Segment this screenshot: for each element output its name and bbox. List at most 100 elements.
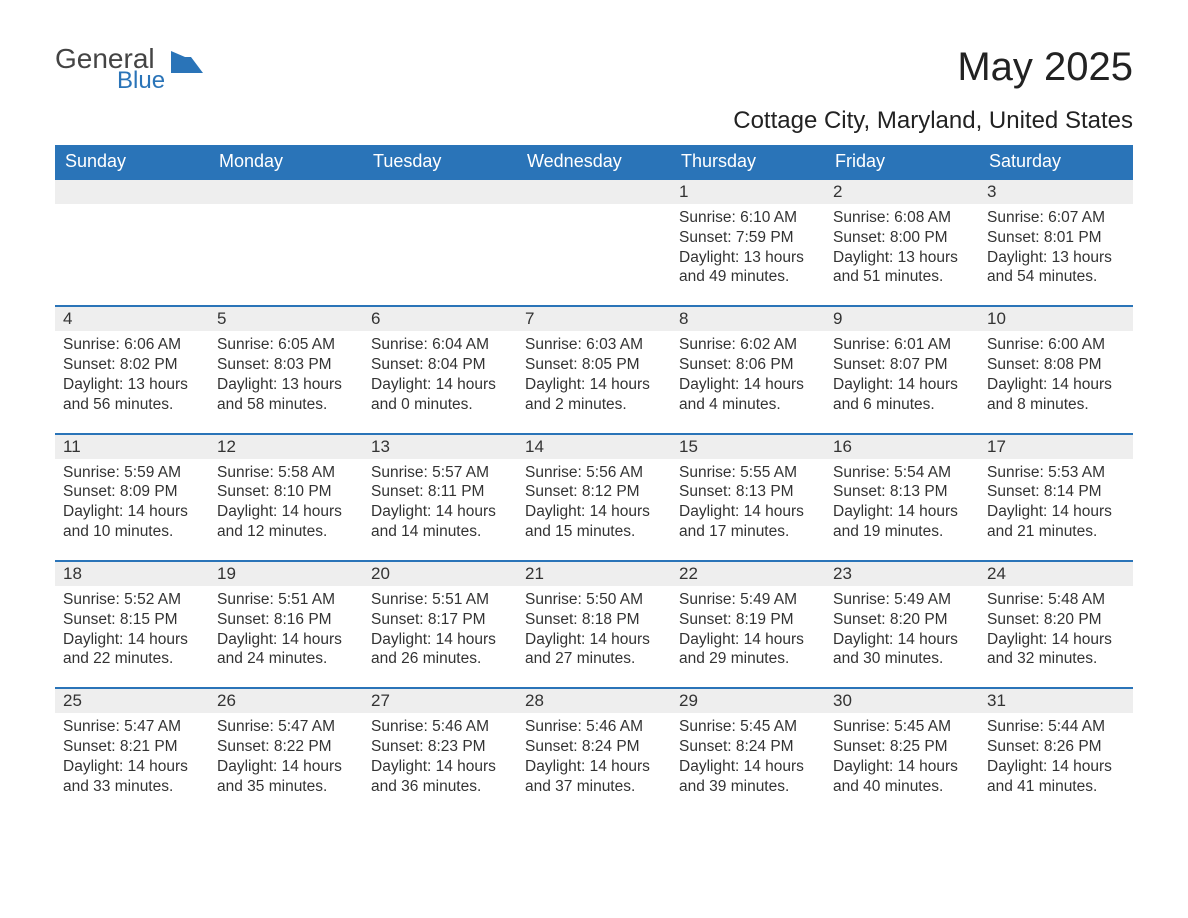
daylight-line-1: Daylight: 14 hours [371,757,509,777]
sunset-line: Sunset: 8:06 PM [679,355,817,375]
weekday-header: Monday [209,145,363,179]
sunset-line: Sunset: 7:59 PM [679,228,817,248]
day-number: 10 [979,306,1133,331]
day-cell: Sunrise: 6:06 AMSunset: 8:02 PMDaylight:… [55,331,209,433]
sunset-line: Sunset: 8:07 PM [833,355,971,375]
sunrise-line: Sunrise: 6:05 AM [217,335,355,355]
sunrise-line: Sunrise: 5:47 AM [63,717,201,737]
sunrise-line: Sunrise: 5:51 AM [371,590,509,610]
day-cell: Sunrise: 5:46 AMSunset: 8:24 PMDaylight:… [517,713,671,814]
day-cell: Sunrise: 5:54 AMSunset: 8:13 PMDaylight:… [825,459,979,561]
weekday-header: Sunday [55,145,209,179]
sunrise-line: Sunrise: 5:44 AM [987,717,1125,737]
sunrise-line: Sunrise: 5:45 AM [833,717,971,737]
sunrise-line: Sunrise: 5:49 AM [679,590,817,610]
daylight-line-1: Daylight: 14 hours [525,630,663,650]
daylight-line-2: and 8 minutes. [987,395,1125,415]
empty-cell [55,204,209,306]
day-cell: Sunrise: 6:04 AMSunset: 8:04 PMDaylight:… [363,331,517,433]
daylight-line-2: and 17 minutes. [679,522,817,542]
sunset-line: Sunset: 8:00 PM [833,228,971,248]
sunrise-line: Sunrise: 5:58 AM [217,463,355,483]
day-cell: Sunrise: 6:01 AMSunset: 8:07 PMDaylight:… [825,331,979,433]
sunrise-line: Sunrise: 6:03 AM [525,335,663,355]
daylight-line-2: and 30 minutes. [833,649,971,669]
sunset-line: Sunset: 8:18 PM [525,610,663,630]
day-number: 3 [979,179,1133,204]
daylight-line-1: Daylight: 13 hours [987,248,1125,268]
day-number: 24 [979,561,1133,586]
daylight-line-2: and 51 minutes. [833,267,971,287]
day-cell: Sunrise: 5:59 AMSunset: 8:09 PMDaylight:… [55,459,209,561]
daylight-line-2: and 27 minutes. [525,649,663,669]
day-number: 30 [825,688,979,713]
daylight-line-1: Daylight: 13 hours [679,248,817,268]
sunset-line: Sunset: 8:24 PM [525,737,663,757]
day-cell: Sunrise: 6:02 AMSunset: 8:06 PMDaylight:… [671,331,825,433]
day-number: 11 [55,434,209,459]
sunset-line: Sunset: 8:26 PM [987,737,1125,757]
daylight-line-2: and 35 minutes. [217,777,355,797]
sunrise-line: Sunrise: 6:02 AM [679,335,817,355]
day-cell: Sunrise: 5:57 AMSunset: 8:11 PMDaylight:… [363,459,517,561]
sunset-line: Sunset: 8:16 PM [217,610,355,630]
empty-cell [517,179,671,204]
daylight-line-2: and 4 minutes. [679,395,817,415]
day-cell: Sunrise: 5:44 AMSunset: 8:26 PMDaylight:… [979,713,1133,814]
day-cell: Sunrise: 6:07 AMSunset: 8:01 PMDaylight:… [979,204,1133,306]
day-number: 16 [825,434,979,459]
weekday-header: Wednesday [517,145,671,179]
empty-cell [517,204,671,306]
day-cell: Sunrise: 5:58 AMSunset: 8:10 PMDaylight:… [209,459,363,561]
sunrise-line: Sunrise: 5:45 AM [679,717,817,737]
daylight-line-2: and 24 minutes. [217,649,355,669]
sunrise-line: Sunrise: 6:10 AM [679,208,817,228]
day-cell: Sunrise: 5:49 AMSunset: 8:19 PMDaylight:… [671,586,825,688]
day-number: 31 [979,688,1133,713]
daylight-line-1: Daylight: 14 hours [217,630,355,650]
day-number: 27 [363,688,517,713]
sunrise-line: Sunrise: 5:50 AM [525,590,663,610]
day-cell: Sunrise: 5:49 AMSunset: 8:20 PMDaylight:… [825,586,979,688]
daylight-line-2: and 6 minutes. [833,395,971,415]
daylight-line-1: Daylight: 14 hours [833,502,971,522]
day-number: 25 [55,688,209,713]
day-number: 9 [825,306,979,331]
daylight-line-1: Daylight: 14 hours [525,375,663,395]
daylight-line-1: Daylight: 14 hours [987,502,1125,522]
day-detail-row: Sunrise: 5:52 AMSunset: 8:15 PMDaylight:… [55,586,1133,688]
month-title: May 2025 [957,45,1133,90]
day-cell: Sunrise: 5:55 AMSunset: 8:13 PMDaylight:… [671,459,825,561]
sunrise-line: Sunrise: 5:46 AM [371,717,509,737]
day-number-row: 123 [55,179,1133,204]
sunset-line: Sunset: 8:01 PM [987,228,1125,248]
day-number-row: 11121314151617 [55,434,1133,459]
day-cell: Sunrise: 5:47 AMSunset: 8:21 PMDaylight:… [55,713,209,814]
daylight-line-2: and 12 minutes. [217,522,355,542]
day-cell: Sunrise: 5:56 AMSunset: 8:12 PMDaylight:… [517,459,671,561]
daylight-line-1: Daylight: 14 hours [63,757,201,777]
day-cell: Sunrise: 6:08 AMSunset: 8:00 PMDaylight:… [825,204,979,306]
sunrise-line: Sunrise: 5:46 AM [525,717,663,737]
day-number-row: 45678910 [55,306,1133,331]
logo-text-blue: Blue [117,69,165,93]
daylight-line-2: and 33 minutes. [63,777,201,797]
sunset-line: Sunset: 8:02 PM [63,355,201,375]
day-number: 5 [209,306,363,331]
daylight-line-2: and 32 minutes. [987,649,1125,669]
empty-cell [209,179,363,204]
daylight-line-1: Daylight: 13 hours [833,248,971,268]
sunset-line: Sunset: 8:09 PM [63,482,201,502]
day-cell: Sunrise: 5:52 AMSunset: 8:15 PMDaylight:… [55,586,209,688]
daylight-line-2: and 58 minutes. [217,395,355,415]
day-number: 7 [517,306,671,331]
daylight-line-1: Daylight: 14 hours [371,630,509,650]
sunset-line: Sunset: 8:19 PM [679,610,817,630]
daylight-line-2: and 54 minutes. [987,267,1125,287]
sunset-line: Sunset: 8:05 PM [525,355,663,375]
daylight-line-1: Daylight: 14 hours [987,375,1125,395]
daylight-line-2: and 40 minutes. [833,777,971,797]
logo: General Blue [55,45,207,93]
daylight-line-1: Daylight: 14 hours [525,502,663,522]
day-number: 12 [209,434,363,459]
